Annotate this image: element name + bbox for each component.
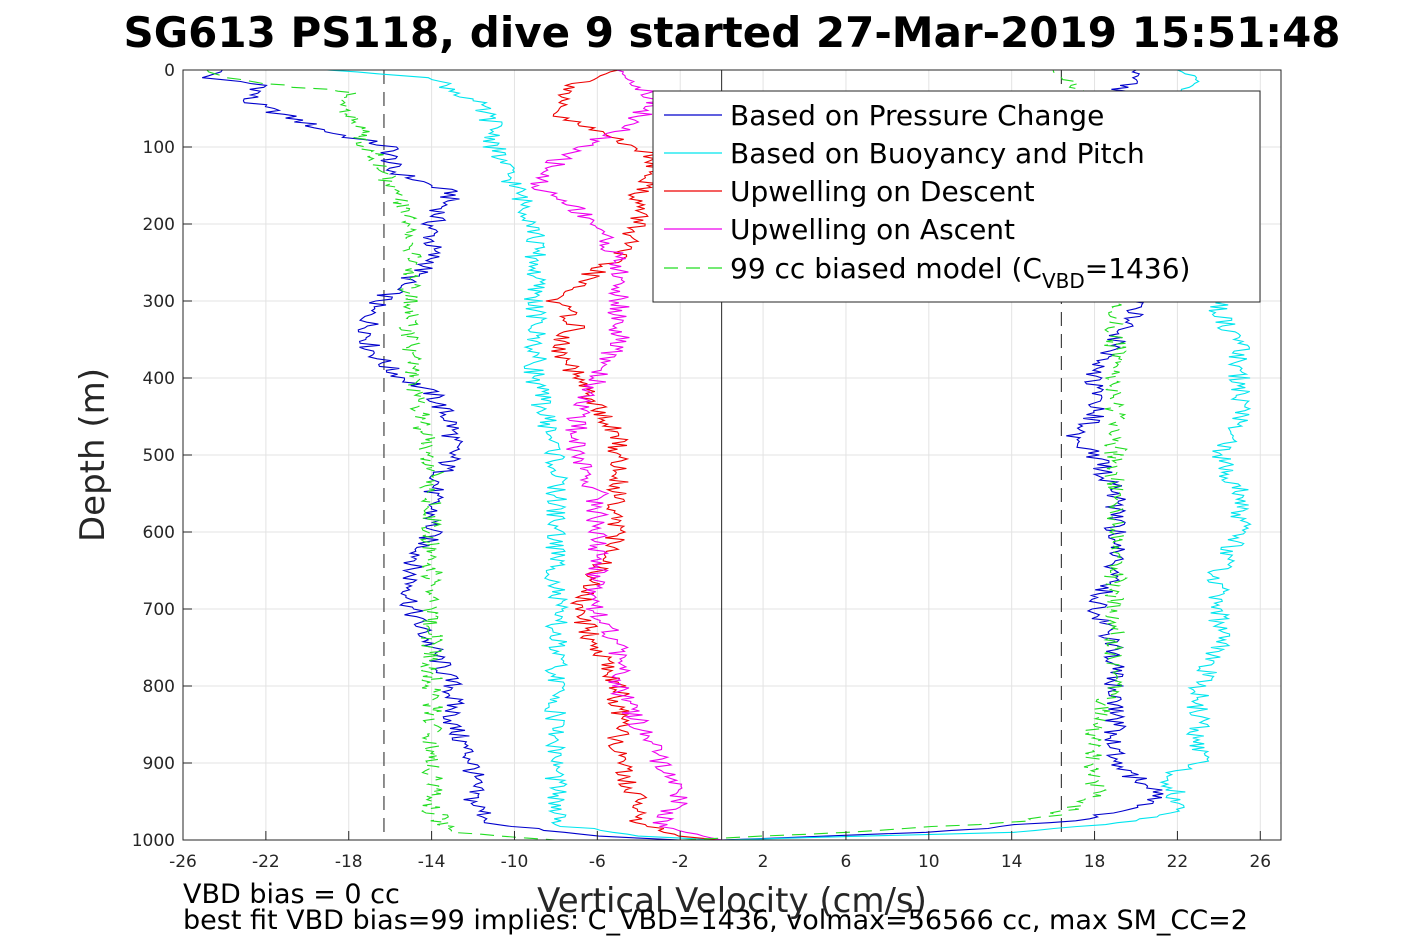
footer-best-fit: best fit VBD bias=99 implies: C_VBD=1436… <box>183 905 1248 936</box>
legend-entry-upwelling-descent: Upwelling on Descent <box>664 175 1035 208</box>
legend-label-upwelling-descent: Upwelling on Descent <box>730 175 1035 208</box>
x-tick-label: 14 <box>1001 852 1023 872</box>
y-tick-label: 900 <box>143 754 175 774</box>
series-line-upwelling-on-ascent-values <box>530 69 722 841</box>
y-tick-label: 1000 <box>132 831 175 851</box>
series-line-based-on-buoyancy-and-pitch-descent <box>326 69 722 841</box>
x-tick-label: -14 <box>418 852 446 872</box>
y-tick-label: 500 <box>143 446 175 466</box>
x-axis-ticks: -26 -22 -18 -14 -10 -6 -2 2 6 10 14 18 22 26 <box>169 831 1271 872</box>
legend-entry-buoyancy: Based on Buoyancy and Pitch <box>664 137 1145 170</box>
y-tick-label: 200 <box>143 215 175 235</box>
x-tick-label: 6 <box>841 852 852 872</box>
x-tick-label: 2 <box>758 852 769 872</box>
legend-box <box>652 90 1261 303</box>
series-line-upwelling-on-descent-values <box>545 69 722 841</box>
legend-label-biased-model-tail: =1436) <box>1085 252 1191 285</box>
x-tick-label: -10 <box>501 852 529 872</box>
x-tick-label: -6 <box>589 852 606 872</box>
y-tick-label: 0 <box>164 61 175 81</box>
y-tick-label: 300 <box>143 292 175 312</box>
legend-entry-pressure: Based on Pressure Change <box>664 99 1104 132</box>
x-tick-label: -2 <box>672 852 689 872</box>
series-line-99-cc-biased-model-descent <box>206 69 556 841</box>
y-tick-label: 400 <box>143 369 175 389</box>
x-axis-label: Vertical Velocity (cm/s) <box>537 881 927 921</box>
x-tick-label: 26 <box>1249 852 1271 872</box>
x-tick-label: 18 <box>1084 852 1106 872</box>
x-tick-label: -26 <box>169 852 197 872</box>
legend-label-biased-model-main: 99 cc biased model (C <box>730 252 1042 285</box>
y-tick-label: 600 <box>143 523 175 543</box>
x-tick-label: -18 <box>335 852 363 872</box>
y-axis-ticks: 0 100 200 300 400 500 600 700 800 900 1000 <box>132 61 192 851</box>
series-line-based-on-pressure-change-descent <box>202 69 681 841</box>
legend-label-upwelling-ascent: Upwelling on Ascent <box>730 213 1015 246</box>
legend-entry-upwelling-ascent: Upwelling on Ascent <box>664 213 1015 246</box>
y-tick-label: 100 <box>143 138 175 158</box>
legend-label-pressure: Based on Pressure Change <box>730 99 1104 132</box>
x-tick-label: 22 <box>1167 852 1189 872</box>
chart-title: SG613 PS118, dive 9 started 27-Mar-2019 … <box>123 8 1340 57</box>
legend-label-buoyancy: Based on Buoyancy and Pitch <box>730 137 1145 170</box>
footer-vbd-bias: VBD bias = 0 cc <box>183 879 400 910</box>
legend-label-biased-model: 99 cc biased model (CVBD=1436) <box>730 252 1190 293</box>
y-tick-label: 700 <box>143 600 175 620</box>
legend: Based on Pressure Change Based on Buoyan… <box>652 90 1261 303</box>
y-axis-label: Depth (m) <box>73 368 113 542</box>
x-tick-label: -22 <box>252 852 280 872</box>
y-tick-label: 800 <box>143 677 175 697</box>
x-tick-label: 10 <box>918 852 940 872</box>
legend-entry-biased-model: 99 cc biased model (CVBD=1436) <box>664 252 1190 293</box>
legend-label-biased-model-sub: VBD <box>1042 269 1085 293</box>
